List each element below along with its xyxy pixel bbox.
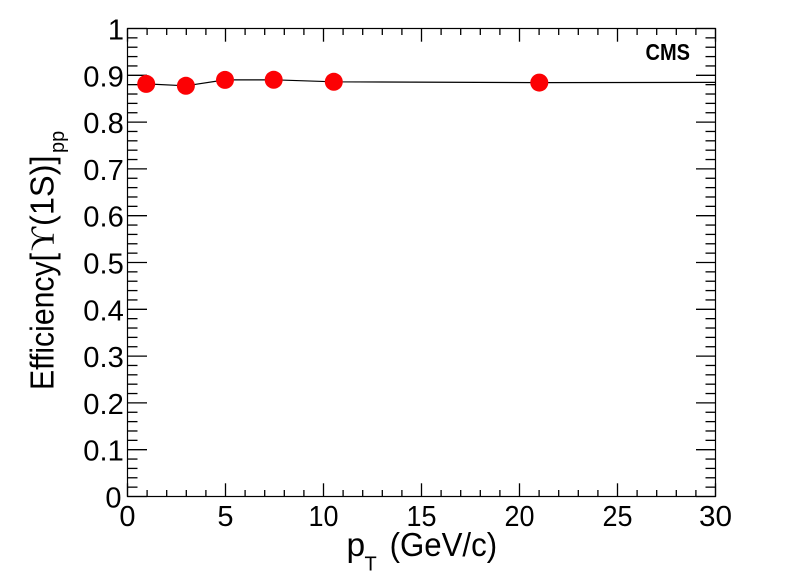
svg-text:0.2: 0.2: [83, 389, 124, 421]
svg-text:0.9: 0.9: [83, 61, 124, 93]
svg-text:T: T: [365, 554, 377, 572]
svg-text:0: 0: [105, 483, 121, 515]
svg-text:p: p: [347, 527, 366, 564]
svg-text:(GeV/c): (GeV/c): [390, 527, 498, 564]
svg-text:25: 25: [603, 501, 633, 533]
svg-text:5: 5: [217, 501, 233, 533]
svg-text:ϒ: ϒ: [25, 226, 62, 251]
svg-text:0.4: 0.4: [83, 295, 124, 327]
svg-text:0.6: 0.6: [83, 202, 124, 234]
svg-text:pp: pp: [47, 131, 69, 153]
svg-text:0.3: 0.3: [83, 342, 124, 374]
svg-text:20: 20: [505, 501, 535, 533]
svg-text:CMS: CMS: [646, 39, 691, 65]
svg-text:0: 0: [119, 501, 135, 533]
svg-text:15: 15: [407, 501, 437, 533]
svg-text:0.1: 0.1: [83, 436, 124, 468]
svg-text:0.5: 0.5: [83, 249, 124, 281]
svg-text:0.8: 0.8: [83, 108, 124, 140]
svg-text:30: 30: [699, 501, 732, 533]
svg-text:(1S)]: (1S)]: [25, 156, 62, 227]
svg-text:1: 1: [108, 15, 124, 47]
svg-text:Efficiency[: Efficiency[: [25, 252, 62, 390]
svg-text:0.7: 0.7: [83, 155, 124, 187]
svg-text:10: 10: [309, 501, 339, 533]
